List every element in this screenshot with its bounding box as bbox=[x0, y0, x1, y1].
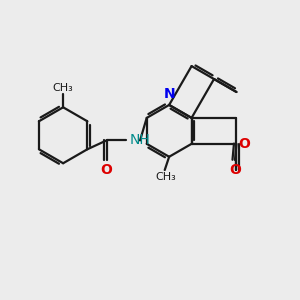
Text: NH: NH bbox=[130, 133, 151, 146]
Text: O: O bbox=[100, 163, 112, 177]
Text: O: O bbox=[229, 163, 241, 177]
Text: CH₃: CH₃ bbox=[53, 82, 74, 93]
Text: O: O bbox=[238, 137, 250, 151]
Text: N: N bbox=[163, 87, 175, 101]
Text: CH₃: CH₃ bbox=[156, 172, 177, 182]
